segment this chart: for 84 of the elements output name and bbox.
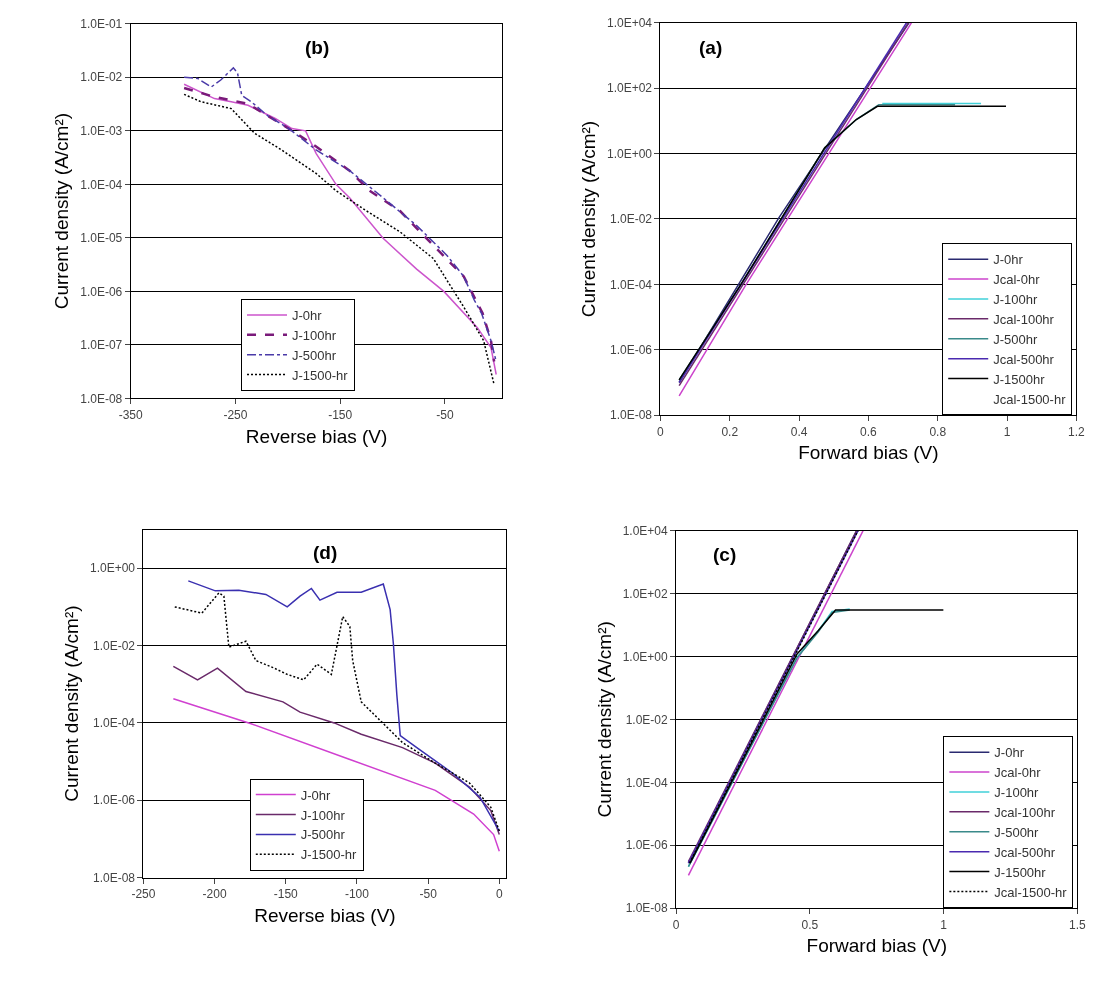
legend-label: J-500hr — [994, 824, 1040, 840]
y-tick-label: 1.0E-08 — [80, 391, 123, 406]
text: (b) — [305, 37, 330, 58]
x-tick-label: 0.8 — [929, 424, 947, 439]
x-tick-label: 1 — [1003, 424, 1011, 439]
legend-label: J-100hr — [292, 327, 337, 343]
x-tick-label: 0 — [672, 917, 680, 932]
y-tick-label: 1.0E-08 — [610, 408, 653, 423]
legend-label: J-500hr — [300, 827, 346, 843]
x-tick-label: 0.4 — [790, 424, 808, 439]
y-tick-label: 1.0E-07 — [80, 338, 123, 353]
y-tick-label: 1.0E+04 — [606, 15, 653, 30]
x-axis-title: Forward bias (V) — [806, 935, 947, 957]
y-tick-label: 1.0E-06 — [625, 838, 669, 853]
x-tick-label: 0 — [657, 424, 665, 439]
x-tick-label: 1.2 — [1068, 424, 1086, 439]
y-tick-label: 1.0E-02 — [93, 638, 136, 653]
y-tick-label: 1.0E+00 — [622, 649, 669, 664]
y-tick-label: 1.0E+00 — [90, 561, 136, 576]
legend-label: J-500hr — [993, 331, 1038, 347]
legend-label: J-0hr — [300, 787, 332, 803]
x-tick-label: 0.2 — [721, 424, 739, 439]
y-axis-title: Current density (A/cm²) — [593, 621, 615, 818]
text: (d) — [313, 542, 338, 563]
legend-label: Jcal-100hr — [993, 311, 1055, 327]
y-tick-label: 1.0E-02 — [610, 212, 653, 227]
x-tick-label: -50 — [419, 887, 438, 902]
y-tick-label: 1.0E-06 — [610, 342, 653, 357]
y-axis-title: Current density (A/cm²) — [60, 605, 82, 802]
y-tick-label: 1.0E+02 — [606, 81, 653, 96]
y-tick-label: 1.0E-04 — [610, 277, 653, 292]
x-tick-label: -200 — [202, 887, 227, 902]
legend-label: J-1500hr — [994, 864, 1047, 880]
y-tick-label: 1.0E-01 — [80, 16, 123, 31]
y-tick-label: 1.0E+04 — [622, 523, 669, 538]
y-tick-label: 1.0E-04 — [80, 177, 123, 192]
x-tick-label: 1.5 — [1069, 917, 1087, 932]
y-tick-label: 1.0E-08 — [625, 901, 669, 916]
x-tick-label: -250 — [223, 407, 248, 422]
legend-label: Jcal-1500-hr — [994, 884, 1068, 900]
legend-label: J-100hr — [993, 292, 1038, 308]
y-tick-label: 1.0E-04 — [93, 716, 136, 731]
legend-label: J-1500-hr — [292, 367, 349, 383]
y-tick-label: 1.0E-06 — [80, 284, 123, 299]
y-tick-label: 1.0E-04 — [625, 775, 669, 790]
x-axis-title: Forward bias (V) — [798, 442, 939, 464]
legend-label: Jcal-500hr — [994, 844, 1056, 860]
y-tick-label: 1.0E+02 — [622, 586, 669, 601]
y-tick-label: 1.0E-03 — [80, 124, 123, 139]
legend-label: Jcal-500hr — [993, 351, 1055, 367]
y-tick-label: 1.0E-08 — [93, 870, 136, 885]
legend-label: J-100hr — [300, 807, 346, 823]
text: Jcal-1500-hr — [993, 391, 1067, 407]
legend-label: J-1500-hr — [300, 847, 358, 863]
x-tick-label: 0.5 — [801, 917, 819, 932]
x-tick-label: 1 — [940, 917, 948, 932]
y-axis-title: Current density (A/cm²) — [51, 112, 73, 310]
x-tick-label: -250 — [131, 887, 156, 902]
x-tick-label: -350 — [118, 407, 144, 422]
y-tick-label: 1.0E-02 — [80, 70, 123, 85]
legend-label: J-0hr — [994, 745, 1025, 761]
x-tick-label: -150 — [273, 887, 299, 902]
x-tick-label: 0.6 — [860, 424, 878, 439]
y-tick-label: 1.0E+00 — [606, 146, 653, 161]
legend-label: J-1500hr — [993, 371, 1046, 387]
text: (a) — [699, 37, 723, 58]
legend-label: J-0hr — [292, 307, 323, 323]
legend-label: J-0hr — [993, 252, 1024, 268]
x-tick-label: -150 — [328, 407, 353, 422]
x-tick-label: 0 — [495, 887, 503, 902]
text: (c) — [713, 544, 737, 565]
legend-label: Jcal-100hr — [994, 804, 1056, 820]
legend-label: Jcal-0hr — [993, 272, 1041, 288]
y-tick-label: 1.0E-06 — [93, 793, 136, 808]
legend-label: Jcal-0hr — [994, 765, 1042, 781]
x-tick-label: -100 — [344, 887, 370, 902]
y-axis-title: Current density (A/cm²) — [577, 120, 599, 318]
y-tick-label: 1.0E-05 — [80, 231, 123, 246]
y-tick-label: 1.0E-02 — [625, 712, 669, 727]
legend-label: J-500hr — [292, 347, 337, 363]
x-tick-label: -50 — [436, 407, 454, 422]
x-axis-title: Reverse bias (V) — [254, 904, 396, 926]
x-axis-title: Reverse bias (V) — [245, 425, 388, 447]
legend-label: J-100hr — [994, 785, 1040, 800]
